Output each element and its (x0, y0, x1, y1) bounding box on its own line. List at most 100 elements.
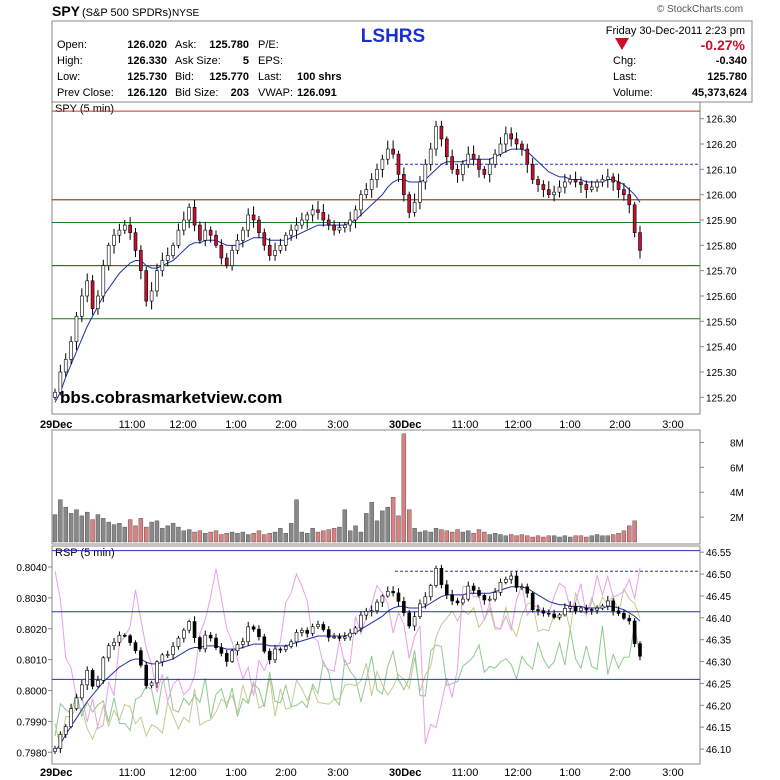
candle-body (321, 212, 326, 221)
candle-body (557, 614, 562, 618)
volume-bar (310, 528, 315, 543)
volume-bar (85, 511, 90, 543)
candle-body (450, 594, 454, 602)
volume-bar (101, 518, 106, 543)
candle-body (385, 148, 390, 160)
volume-bar (294, 499, 299, 543)
candle-body (203, 634, 208, 650)
volume-bar (557, 536, 562, 543)
candle-body (407, 612, 412, 627)
volume-bar (584, 536, 589, 543)
y-tick-label: 0.8010 (16, 656, 47, 667)
candle-body (241, 229, 245, 241)
x-tick-label: 11:00 (119, 767, 146, 779)
price-panel-title: SPY (5 min) (55, 103, 114, 115)
volume-bar (627, 525, 632, 543)
volume-bar (610, 534, 616, 543)
volume-bar (573, 535, 578, 543)
volume-bar (229, 531, 235, 543)
candle-body (455, 169, 460, 175)
candle-body (520, 586, 524, 589)
candle-body (579, 607, 583, 612)
volume-bar (149, 521, 154, 543)
candle-body (74, 315, 79, 342)
candle-body (632, 204, 637, 233)
candle-body (224, 653, 229, 662)
y-tick-label: 125.30 (706, 368, 737, 379)
volume-bar (106, 521, 111, 543)
volume-bar (208, 531, 213, 543)
candle-body (128, 224, 132, 233)
candle-body (155, 661, 159, 684)
volume-bar (288, 523, 294, 543)
candle-body (326, 219, 331, 226)
candle-body (391, 148, 395, 155)
volume-bar (283, 533, 288, 543)
candle-body (192, 207, 197, 226)
field-label: Volume: (613, 87, 653, 99)
candle-body (627, 618, 632, 622)
candle-body (493, 592, 497, 600)
candle-body (520, 143, 524, 150)
volume-bar (455, 529, 460, 543)
candle-body (461, 163, 465, 175)
quote-fields: Open: 126.020 High: 126.330 Low: 125.730 Prev … (57, 39, 748, 99)
candle-body (251, 626, 256, 630)
candle-body (112, 234, 116, 246)
candle-body (241, 641, 245, 645)
candle-body (450, 156, 454, 170)
candle-body (235, 239, 240, 251)
volume-bar (412, 528, 417, 543)
volume-bar (347, 530, 353, 543)
candle-body (482, 595, 487, 601)
field-label: Last: (258, 71, 282, 83)
candle-body (96, 295, 100, 309)
candle-body (294, 632, 299, 643)
candle-body (568, 606, 573, 609)
y-tick-label: 46.30 (706, 658, 731, 669)
candle-body (380, 158, 385, 170)
volume-bar (519, 534, 525, 543)
volume-bar (74, 509, 79, 543)
candle-body (53, 748, 57, 752)
x-tick-label: 2:00 (275, 767, 296, 779)
y-tick-label: 125.50 (706, 317, 737, 328)
rsp-y-axis-right: 46.55 46.50 46.45 46.40 46.35 46.30 46.25 46.20… (700, 548, 731, 756)
volume-bar (219, 534, 224, 543)
volume-bar (589, 535, 594, 543)
candle-body (514, 138, 519, 145)
candle-body (605, 600, 610, 607)
field-value: 5 (243, 55, 249, 67)
candle-body (402, 601, 406, 614)
candle-body (198, 224, 202, 241)
candle-body (530, 592, 535, 610)
volume-bar (594, 534, 600, 543)
volume-bar (423, 530, 428, 543)
volume-bar (63, 506, 68, 543)
x-tick-label: 30Dec (389, 767, 421, 779)
volume-bar (514, 535, 519, 543)
y-tick-label: 126.00 (706, 191, 737, 202)
x-tick-label: 2:00 (275, 419, 296, 431)
candle-body (294, 224, 299, 231)
candle-body (498, 582, 503, 593)
candle-body (402, 174, 406, 195)
candle-body (605, 176, 610, 180)
y-tick-label: 46.25 (706, 679, 731, 690)
candle-body (176, 229, 181, 246)
volume-bar (600, 535, 605, 543)
y-tick-label: 125.40 (706, 343, 737, 354)
volume-bar (278, 528, 283, 543)
volume-bar (541, 536, 546, 543)
candle-body (638, 643, 642, 657)
volume-bar (251, 533, 256, 543)
x-tick-label: 1:00 (559, 767, 580, 779)
candle-body (589, 609, 594, 611)
volume-bar (337, 526, 342, 543)
volume-panel: 8M 6M 4M 2M (51, 429, 744, 545)
candle-body (278, 245, 283, 251)
candle-body (375, 601, 379, 611)
price-levels (52, 110, 700, 320)
symbol: SPY (52, 3, 81, 19)
